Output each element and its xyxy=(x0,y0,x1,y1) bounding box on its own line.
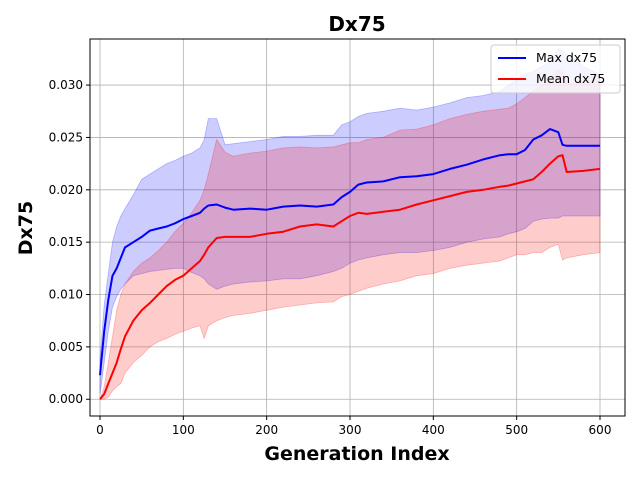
x-tick-label: 400 xyxy=(422,423,445,437)
y-axis-label: Dx75 xyxy=(15,201,37,255)
legend: Max dx75 Mean dx75 xyxy=(490,44,621,94)
x-tick-label: 100 xyxy=(172,423,195,437)
series-line-mean xyxy=(99,154,601,400)
plot-frame xyxy=(89,38,626,417)
x-tick-label: 600 xyxy=(589,423,612,437)
y-tick-label: 0.020 xyxy=(49,183,83,197)
series-line-max xyxy=(99,128,600,376)
series-lines xyxy=(99,128,601,400)
x-tick-label: 300 xyxy=(339,423,362,437)
y-tick-label: 0.015 xyxy=(49,235,83,249)
band-mean xyxy=(99,68,601,400)
x-tick-label: 200 xyxy=(255,423,278,437)
y-tick-label: 0.010 xyxy=(49,288,83,302)
y-tick-label: 0.000 xyxy=(49,392,83,406)
y-tick-label: 0.025 xyxy=(49,130,83,144)
y-tick-label: 0.030 xyxy=(49,78,83,92)
band-max xyxy=(99,47,601,395)
band-fills xyxy=(99,47,601,400)
legend-label-mean: Mean dx75 xyxy=(536,71,605,86)
y-tick-label: 0.005 xyxy=(49,340,83,354)
legend-label-max: Max dx75 xyxy=(536,50,597,65)
y-axis-ticks: 0.000 0.005 0.010 0.015 0.020 0.025 0.030 xyxy=(49,78,90,406)
x-axis-label: Generation Index xyxy=(264,443,449,465)
chart-title: Dx75 xyxy=(328,12,385,36)
x-tick-label: 0 xyxy=(96,423,104,437)
x-tick-label: 500 xyxy=(505,423,528,437)
x-axis-ticks: 0 100 200 300 400 500 600 xyxy=(96,416,611,437)
